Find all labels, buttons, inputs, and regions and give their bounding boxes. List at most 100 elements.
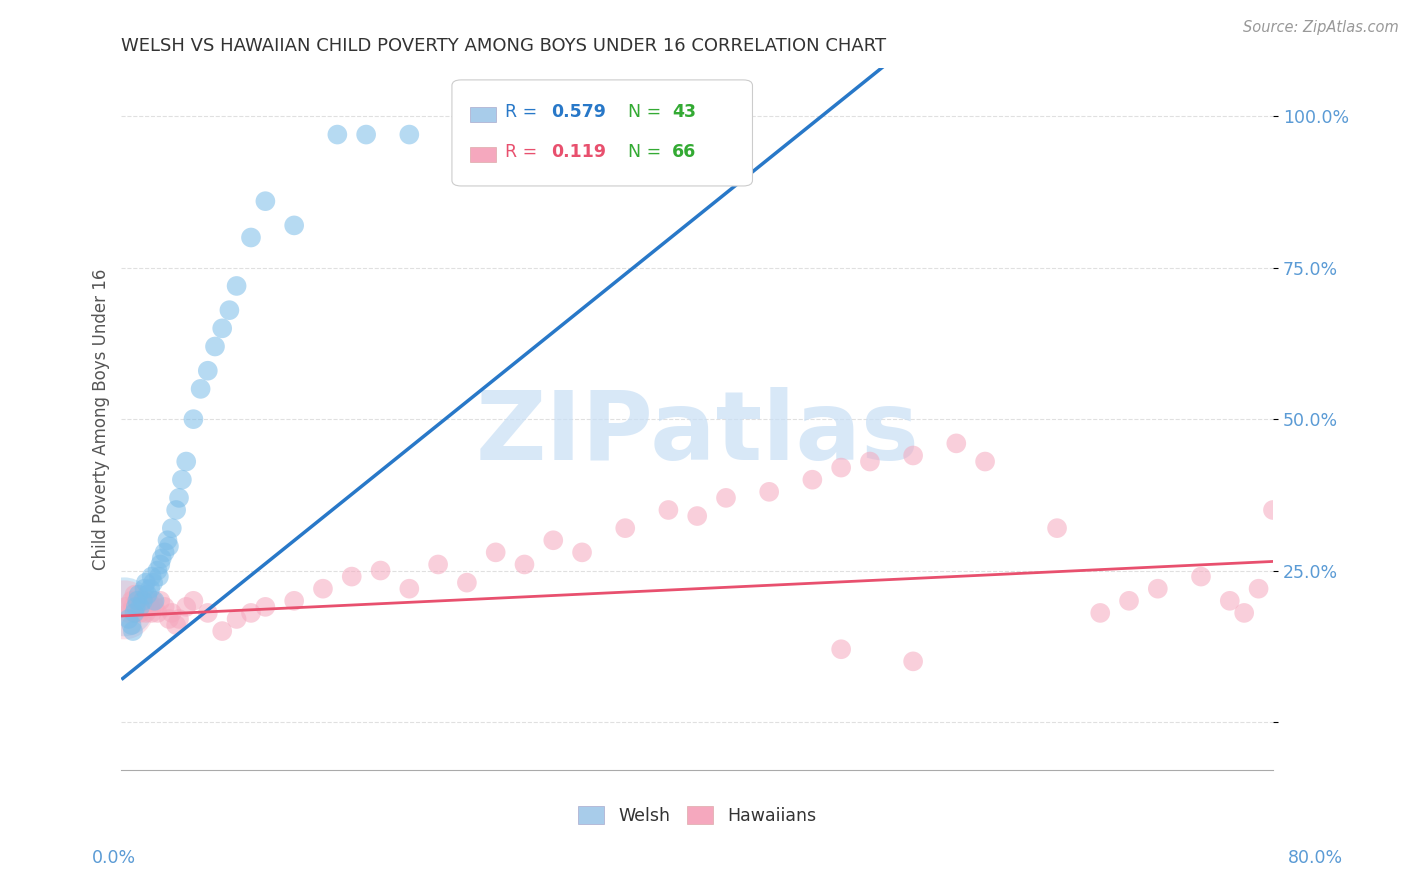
Point [125,606,148,620]
Point [312,582,335,596]
Y-axis label: Child Poverty Among Boys Under 16: Child Poverty Among Boys Under 16 [93,268,110,570]
Point [571,545,593,559]
Text: 43: 43 [672,103,696,121]
Point [240,230,263,244]
Point [1046,521,1069,535]
Point [165,503,187,517]
Point [160,606,183,620]
Point [901,449,924,463]
Point [485,545,508,559]
Point [132,594,155,608]
Point [146,564,169,578]
Point [456,575,478,590]
Point [135,575,157,590]
Point [128,588,150,602]
Point [131,599,153,614]
Text: 0.0%: 0.0% [91,849,135,867]
Point [211,624,233,638]
Point [112,603,135,617]
Point [326,128,349,142]
Point [974,454,997,468]
Text: R =: R = [505,103,543,121]
Point [1233,606,1256,620]
Point [830,460,852,475]
Point [165,618,187,632]
Point [174,454,197,468]
Point [1118,594,1140,608]
Point [160,521,183,535]
Point [283,219,305,233]
Legend: Welsh, Hawaiians: Welsh, Hawaiians [578,806,817,825]
Point [134,582,156,596]
Point [801,473,824,487]
Point [117,612,139,626]
Point [398,128,420,142]
Point [714,491,737,505]
Point [657,503,679,517]
Point [157,612,180,626]
Point [132,594,155,608]
Point [370,564,392,578]
Point [1219,594,1241,608]
Point [427,558,450,572]
Point [340,569,363,583]
Point [141,606,163,620]
Point [174,599,197,614]
Point [901,654,924,668]
Point [129,599,152,614]
Text: WELSH VS HAWAIIAN CHILD POVERTY AMONG BOYS UNDER 16 CORRELATION CHART: WELSH VS HAWAIIAN CHILD POVERTY AMONG BO… [121,37,887,55]
Point [1090,606,1112,620]
Point [121,618,143,632]
Point [945,436,967,450]
Point [153,599,176,614]
Point [197,606,219,620]
Text: ZIPatlas: ZIPatlas [475,387,920,480]
Point [122,599,145,614]
Point [398,582,420,596]
Point [758,484,780,499]
Point [124,588,146,602]
Text: 66: 66 [672,144,696,161]
Point [167,491,190,505]
Point [157,539,180,553]
Point [543,533,565,548]
Point [225,279,247,293]
FancyBboxPatch shape [451,80,752,186]
Point [142,594,165,608]
Point [190,382,212,396]
Point [141,569,163,583]
Point [354,128,377,142]
Point [128,594,150,608]
Point [125,599,148,614]
Point [543,121,565,136]
Point [127,599,149,614]
Point [148,569,170,583]
Point [156,533,179,548]
Point [170,473,193,487]
Text: N =: N = [628,144,666,161]
Point [240,606,263,620]
Point [153,545,176,559]
Point [134,599,156,614]
Point [129,606,152,620]
Text: R =: R = [505,144,548,161]
Point [138,594,160,608]
Point [218,303,240,318]
Point [150,551,173,566]
Point [135,606,157,620]
Point [225,612,247,626]
Point [254,599,277,614]
Point [167,612,190,626]
Point [112,599,135,614]
Point [283,594,305,608]
Point [614,115,637,129]
Point [183,412,205,426]
Point [124,606,146,620]
Point [142,575,165,590]
Point [614,521,637,535]
Point [1261,503,1284,517]
Point [149,558,172,572]
Point [143,594,166,608]
Point [143,599,166,614]
Text: 80.0%: 80.0% [1288,849,1343,867]
